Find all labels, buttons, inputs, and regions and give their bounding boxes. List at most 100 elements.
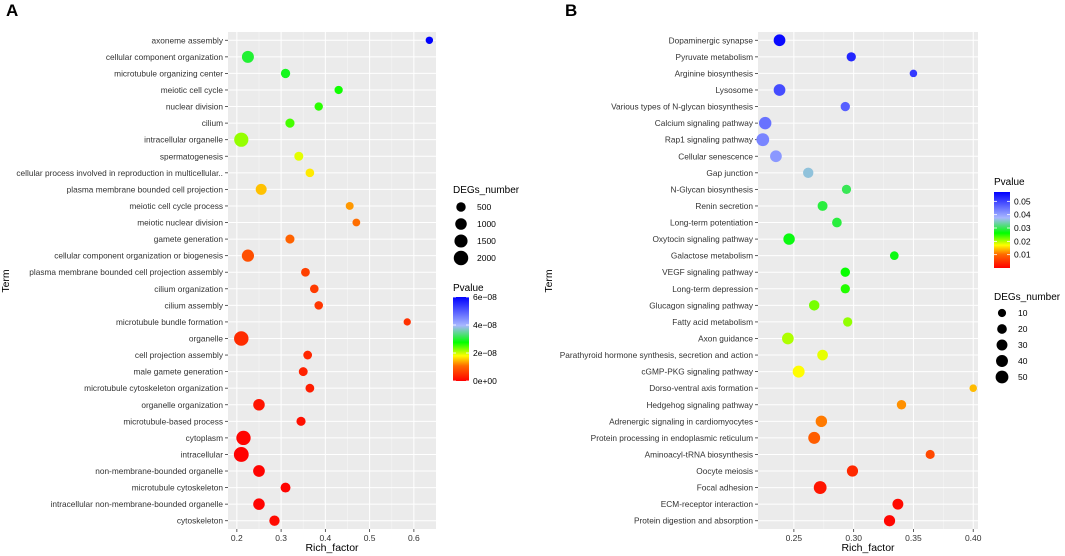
data-point xyxy=(840,267,851,277)
data-point xyxy=(792,365,805,378)
data-point xyxy=(843,317,853,327)
term-label: meiotic cell cycle xyxy=(161,85,224,95)
term-label: Adrenergic signaling in cardiomyocytes xyxy=(609,416,753,426)
size-legend-dot xyxy=(995,370,1009,384)
term-label: non-membrane-bounded organelle xyxy=(95,466,223,476)
plot-area-b xyxy=(758,32,978,529)
grid-b xyxy=(758,32,978,529)
x-ticks-a: 0.2 0.3 0.4 0.5 0.6 xyxy=(231,529,420,543)
data-point xyxy=(298,367,308,377)
color-legend-title-b: Pvalue xyxy=(994,177,1025,188)
color-legend-title-a: Pvalue xyxy=(453,283,484,294)
x-axis-title-a: Rich_factor xyxy=(305,542,359,554)
data-point xyxy=(253,465,265,477)
term-label: microtubule-based process xyxy=(123,416,223,426)
data-point xyxy=(285,118,295,128)
data-point xyxy=(303,350,313,360)
term-label: nuclear division xyxy=(166,102,224,112)
data-point xyxy=(269,515,280,526)
color-legend-label: 0.03 xyxy=(1014,223,1031,233)
term-label: male gamete generation xyxy=(134,367,224,377)
data-point xyxy=(803,167,814,178)
data-point xyxy=(773,84,786,96)
term-label: Focal adhesion xyxy=(697,483,754,493)
data-point xyxy=(345,201,354,210)
term-label: Rap1 signaling pathway xyxy=(665,135,754,145)
data-point xyxy=(773,34,786,47)
color-bar-a xyxy=(453,297,469,381)
size-legend-title-b: DEGs_number xyxy=(994,292,1061,303)
term-label: cytoskeleton xyxy=(177,516,224,526)
term-label: Arginine biosynthesis xyxy=(675,68,753,78)
data-point xyxy=(817,200,828,211)
term-label: Protein digestion and absorption xyxy=(634,516,753,526)
plot-area-a xyxy=(228,32,436,529)
term-label: cellular component organization xyxy=(106,52,224,62)
term-label: Gap junction xyxy=(706,168,753,178)
color-legend-a: Pvalue 0e+00 2e−08 4e−08 6e−08 xyxy=(453,283,497,386)
size-legend-label: 40 xyxy=(1018,356,1028,366)
data-point xyxy=(255,183,267,195)
size-legend-dot xyxy=(996,355,1008,367)
x-tick-label: 0.35 xyxy=(905,533,922,543)
color-legend-label: 6e−08 xyxy=(473,292,497,302)
data-point xyxy=(253,398,265,411)
data-point xyxy=(846,465,859,477)
term-label: microtubule cytoskeleton organization xyxy=(84,383,223,393)
data-point xyxy=(233,447,249,462)
term-label: spermatogenesis xyxy=(160,151,223,161)
size-legend-dot xyxy=(456,202,466,212)
term-label: Parathyroid hormone synthesis, secretion… xyxy=(560,350,754,360)
size-legend-dot xyxy=(997,324,1007,334)
term-label: Long-term depression xyxy=(672,284,753,294)
size-legend-dot xyxy=(997,308,1007,318)
size-legend-dot xyxy=(455,218,467,230)
term-label: Axon guidance xyxy=(698,333,753,343)
size-legend-b: DEGs_number 10 20 30 40 50 xyxy=(994,292,1061,384)
size-legend-label: 1500 xyxy=(477,236,496,246)
data-point xyxy=(334,85,343,95)
data-point xyxy=(241,249,255,262)
data-point xyxy=(815,415,828,428)
term-label: plasma membrane bounded cell projection xyxy=(67,184,224,194)
x-tick-label: 0.30 xyxy=(845,533,862,543)
data-point xyxy=(756,133,770,147)
term-label: intracellular organelle xyxy=(144,135,223,145)
term-label: Dopaminergic synapse xyxy=(669,35,754,45)
term-label: Lysosome xyxy=(715,85,753,95)
size-legend-label: 2000 xyxy=(477,253,496,263)
data-point xyxy=(314,301,324,310)
size-legend-title-a: DEGs_number xyxy=(453,185,520,196)
color-legend-label: 0.04 xyxy=(1014,210,1031,220)
term-label: gamete generation xyxy=(154,234,224,244)
size-legend-dot xyxy=(996,339,1008,351)
size-legend-label: 30 xyxy=(1018,340,1028,350)
data-point xyxy=(925,449,935,460)
term-label: Dorso-ventral axis formation xyxy=(649,383,753,393)
data-point xyxy=(309,284,319,294)
panel-a: A axoneme assembly cellular component org… xyxy=(0,1,520,554)
term-label: Fatty acid metabolism xyxy=(672,317,753,327)
data-point xyxy=(846,52,856,62)
data-point xyxy=(758,116,772,130)
color-legend-label: 4e−08 xyxy=(473,320,497,330)
data-point xyxy=(909,69,918,78)
panel-label-b: B xyxy=(565,1,577,20)
size-legend-label: 20 xyxy=(1018,324,1028,334)
x-ticks-b: 0.25 0.30 0.35 0.40 xyxy=(786,529,982,543)
data-point xyxy=(352,218,361,227)
x-tick-label: 0.3 xyxy=(275,533,287,543)
data-point xyxy=(241,50,254,63)
term-label: cell projection assembly xyxy=(135,350,224,360)
data-point xyxy=(808,431,821,444)
term-label: axoneme assembly xyxy=(152,35,224,45)
term-label: Hedgehog signaling pathway xyxy=(646,400,753,410)
term-label: plasma membrane bounded cell projection … xyxy=(29,267,224,277)
data-point xyxy=(892,498,904,510)
color-legend-label: 0e+00 xyxy=(473,376,497,386)
data-point xyxy=(305,383,315,393)
term-label: intracellular non-membrane-bounded organ… xyxy=(51,499,224,509)
color-bar-b xyxy=(994,192,1010,268)
term-label: organelle organization xyxy=(141,400,223,410)
data-point xyxy=(253,498,265,510)
